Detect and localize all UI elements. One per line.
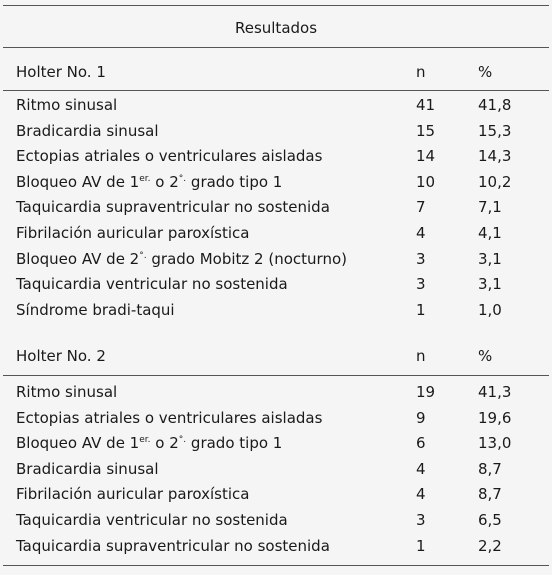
- label-text: Ectopias atriales o ventriculares aislad…: [16, 408, 323, 427]
- count: 1: [416, 300, 426, 319]
- label-text: Bloqueo AV de 2: [16, 249, 140, 268]
- row-label: Ritmo sinusal: [16, 95, 117, 115]
- column-header: n: [416, 63, 426, 81]
- count: 7: [416, 198, 426, 217]
- percent: 15,3: [478, 121, 512, 140]
- percent: 3,1: [478, 249, 502, 268]
- percent: 41,8: [478, 96, 512, 114]
- label-text: Bradicardia sinusal: [16, 459, 159, 478]
- section-title: Holter No. 1: [16, 63, 106, 81]
- row-label: Fibrilación auricular paroxística: [16, 223, 249, 243]
- percent: 7,1: [478, 198, 502, 217]
- percent: 1,0: [478, 300, 502, 319]
- count: 4: [416, 459, 426, 478]
- rule: [3, 47, 549, 48]
- row-label: Taquicardia supraventricular no sostenid…: [16, 197, 330, 217]
- row-label: Bloqueo AV de 2°. grado Mobitz 2 (noctur…: [16, 249, 347, 269]
- row-label: Ritmo sinusal: [16, 382, 117, 402]
- table-title: Resultados: [234, 19, 318, 37]
- percent: 13,0: [478, 434, 512, 453]
- column-header: %: [478, 63, 493, 81]
- label-text: o 2: [150, 434, 179, 453]
- count: 15: [416, 121, 436, 140]
- label-text: Fibrilación auricular paroxística: [16, 485, 250, 504]
- row-label: Ectopias atriales o ventriculares aislad…: [16, 408, 322, 428]
- rule: [3, 90, 549, 91]
- count: 9: [416, 408, 426, 427]
- label-text: Bloqueo AV de 1: [16, 434, 140, 453]
- rule: [3, 5, 549, 6]
- count: 3: [416, 249, 426, 268]
- percent: 10,2: [478, 172, 512, 191]
- rule: [3, 565, 549, 566]
- column-header: %: [478, 347, 493, 365]
- row-label: Fibrilación auricular paroxística: [16, 484, 249, 504]
- superscript: °.: [178, 435, 187, 446]
- label-text: Ectopias atriales o ventriculares aislad…: [16, 147, 323, 166]
- row-label: Síndrome bradi-taqui: [16, 300, 175, 320]
- count: 19: [416, 383, 436, 401]
- percent: 2,2: [478, 536, 502, 555]
- label-text: grado tipo 1: [186, 172, 283, 191]
- superscript: er.: [139, 435, 151, 446]
- superscript: °.: [178, 173, 187, 184]
- label-text: Taquicardia ventricular no sostenida: [16, 511, 288, 529]
- percent: 19,6: [478, 408, 512, 427]
- superscript: °.: [139, 250, 147, 261]
- label-text: Taquicardia supraventricular no sostenid…: [16, 198, 330, 217]
- row-label: Taquicardia supraventricular no sostenid…: [16, 536, 330, 556]
- percent: 3,1: [478, 275, 502, 294]
- label-text: Taquicardia supraventricular no sostenid…: [16, 536, 330, 555]
- label-text: Bloqueo AV de 1: [16, 172, 140, 191]
- label-text: grado Mobitz 2 (nocturno): [146, 249, 347, 268]
- count: 41: [416, 96, 436, 114]
- section-title: Holter No. 2: [16, 347, 106, 365]
- label-text: Taquicardia ventricular no sostenida: [16, 275, 288, 294]
- superscript: er.: [139, 173, 151, 184]
- count: 3: [416, 511, 426, 529]
- count: 4: [416, 224, 426, 242]
- percent: 6,5: [478, 511, 502, 529]
- count: 6: [416, 434, 426, 453]
- row-label: Taquicardia ventricular no sostenida: [16, 510, 288, 530]
- row-label: Bloqueo AV de 1er. o 2°. grado tipo 1: [16, 433, 282, 453]
- count: 14: [416, 147, 436, 166]
- label-text: grado tipo 1: [186, 434, 283, 453]
- row-label: Bradicardia sinusal: [16, 121, 159, 141]
- label-text: Fibrilación auricular paroxística: [16, 224, 250, 242]
- label-text: Bradicardia sinusal: [16, 121, 159, 140]
- row-label: Bradicardia sinusal: [16, 459, 159, 479]
- percent: 41,3: [478, 383, 512, 401]
- count: 3: [416, 275, 426, 294]
- percent: 8,7: [478, 459, 502, 478]
- row-label: Ectopias atriales o ventriculares aislad…: [16, 146, 322, 166]
- count: 1: [416, 536, 426, 555]
- row-label: Bloqueo AV de 1er. o 2°. grado tipo 1: [16, 172, 282, 192]
- percent: 14,3: [478, 147, 512, 166]
- percent: 4,1: [478, 224, 502, 242]
- percent: 8,7: [478, 485, 502, 504]
- label-text: Síndrome bradi-taqui: [16, 300, 175, 319]
- row-label: Taquicardia ventricular no sostenida: [16, 274, 288, 294]
- rule: [3, 375, 549, 376]
- label-text: o 2: [150, 172, 179, 191]
- column-header: n: [416, 347, 426, 365]
- label-text: Ritmo sinusal: [16, 383, 118, 401]
- label-text: Ritmo sinusal: [16, 96, 118, 114]
- count: 4: [416, 485, 426, 504]
- count: 10: [416, 172, 436, 191]
